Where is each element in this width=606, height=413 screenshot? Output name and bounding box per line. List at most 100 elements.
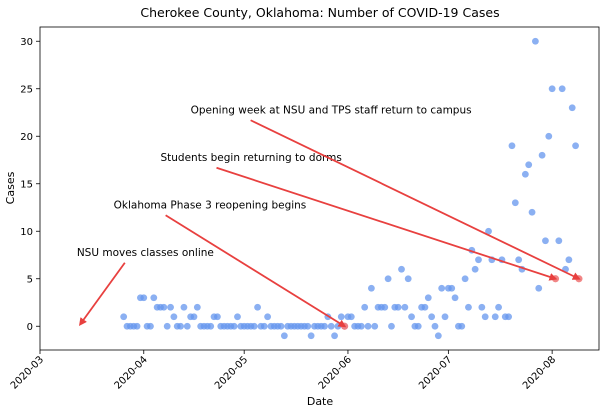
x-tick-label: 2020-07 [417,354,454,391]
x-tick-label: 2020-03 [9,354,46,391]
data-point [431,322,439,330]
data-point [304,322,312,330]
data-point [367,284,375,292]
annotation-label: NSU moves classes online [77,247,214,259]
data-point [404,275,412,283]
data-point [277,322,285,330]
data-point [491,313,499,321]
data-point [535,284,543,292]
annotation-arrow [78,262,126,326]
data-point [177,322,184,330]
data-point [260,322,268,330]
data-point [434,332,442,340]
annotation-arrow [250,119,581,280]
data-point [558,85,566,93]
plot-area: NSU moves classes online Oklahoma Phase 3… [77,37,583,340]
data-point [481,313,489,321]
data-point [147,322,154,330]
data-point [183,322,191,330]
data-point [388,322,395,330]
data-point [438,284,446,292]
data-point [193,303,201,311]
data-point [321,322,328,330]
data-point [565,256,573,264]
data-point [163,322,171,330]
data-point [254,303,261,311]
data-point [548,85,556,93]
data-point [542,237,549,245]
y-tick-label: 5 [27,274,33,285]
y-tick-label: 25 [20,84,33,95]
data-point [458,322,466,330]
data-point [478,303,486,311]
data-point [545,132,553,140]
data-point [401,303,409,311]
y-axis-label: Cases [4,171,17,204]
y-axis: 0 5 10 15 20 25 30 [20,37,40,333]
data-point [230,322,238,330]
data-point [451,294,459,302]
data-point [511,199,519,207]
data-point [120,313,128,321]
annotation-arrow [165,214,347,328]
data-point [133,322,141,330]
data-point [508,142,516,150]
annotation-arrow [216,166,558,281]
data-point [381,303,389,311]
data-point [167,303,174,311]
data-point [572,142,579,150]
data-point [568,104,576,112]
data-point [394,303,402,311]
data-point [528,208,536,216]
data-point [307,332,315,340]
data-point [525,161,533,169]
x-axis-label: Date [307,395,334,408]
data-point [495,303,502,311]
data-point [521,170,529,178]
data-point [471,265,479,273]
x-tick-label: 2020-05 [213,354,250,391]
y-tick-label: 15 [20,179,33,190]
data-point [461,275,469,283]
chart-title: Cherokee County, Oklahoma: Number of COV… [140,5,499,20]
y-tick-label: 20 [20,132,33,143]
data-point [140,294,148,302]
data-point [160,303,168,311]
data-point [207,322,215,330]
data-point [485,227,492,235]
data-point [347,313,355,321]
data-point [170,313,178,321]
data-point [555,237,563,245]
data-point [428,313,436,321]
data-point [357,322,365,330]
data-point [337,313,345,321]
x-tick-label: 2020-06 [317,354,354,391]
y-tick-label: 10 [20,227,33,238]
data-point [408,313,415,321]
data-point [448,284,456,292]
data-point [398,265,405,273]
data-point [441,313,449,321]
data-point [465,303,472,311]
plot-frame [39,26,600,351]
data-point [280,332,288,340]
data-point [371,322,379,330]
data-point [421,303,429,311]
data-point [532,37,539,45]
data-point [361,303,369,311]
data-point [364,322,372,330]
x-axis: 2020-03 2020-04 2020-05 2020-06 2020-07 2020-… [9,350,558,392]
data-point [180,303,188,311]
data-point [264,313,272,321]
data-point [384,275,392,283]
y-tick-label: 0 [27,322,33,333]
data-point [250,322,258,330]
data-point [424,294,432,302]
x-tick-label: 2020-08 [521,354,558,391]
data-point [505,313,513,321]
data-point [190,313,198,321]
data-point [327,322,335,330]
annotation-label: Oklahoma Phase 3 reopening begins [114,199,307,211]
x-tick-label: 2020-04 [113,354,150,391]
